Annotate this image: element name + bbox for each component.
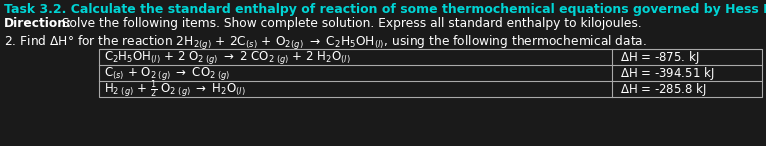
Text: H$_{2\ (g)}$ + $\frac{1}{2}$ O$_{2\ (g)}$ $\rightarrow$ H$_2$O$_{(l)}$: H$_{2\ (g)}$ + $\frac{1}{2}$ O$_{2\ (g)}…	[104, 78, 246, 100]
Text: C$_{(s)}$ + O$_{2\ (g)}$ $\rightarrow$ CO$_{2\ (g)}$: C$_{(s)}$ + O$_{2\ (g)}$ $\rightarrow$ C…	[104, 65, 231, 81]
Text: C$_2$H$_5$OH$_{(l)}$ + 2 O$_{2\ (g)}$ $\rightarrow$ 2 CO$_{2\ (g)}$ + 2 H$_2$O$_: C$_2$H$_5$OH$_{(l)}$ + 2 O$_{2\ (g)}$ $\…	[104, 48, 351, 66]
Text: Task 3.2. Calculate the standard enthalpy of reaction of some thermochemical equ: Task 3.2. Calculate the standard enthalp…	[4, 3, 766, 16]
Text: Direction:: Direction:	[4, 17, 72, 30]
Text: Solve the following items. Show complete solution. Express all standard enthalpy: Solve the following items. Show complete…	[58, 17, 642, 30]
Text: 2. Find $\Delta$H° for the reaction 2H$_{2(g)}$ + 2C$_{(s)}$ + O$_{2(g)}$ $\righ: 2. Find $\Delta$H° for the reaction 2H$_…	[4, 34, 647, 52]
Text: $\Delta$H = -394.51 kJ: $\Delta$H = -394.51 kJ	[620, 65, 715, 81]
Text: $\Delta$H = -875. kJ: $\Delta$H = -875. kJ	[620, 48, 699, 66]
Bar	[99, 49, 762, 97]
Text: $\Delta$H = -285.8 kJ: $\Delta$H = -285.8 kJ	[620, 80, 706, 98]
